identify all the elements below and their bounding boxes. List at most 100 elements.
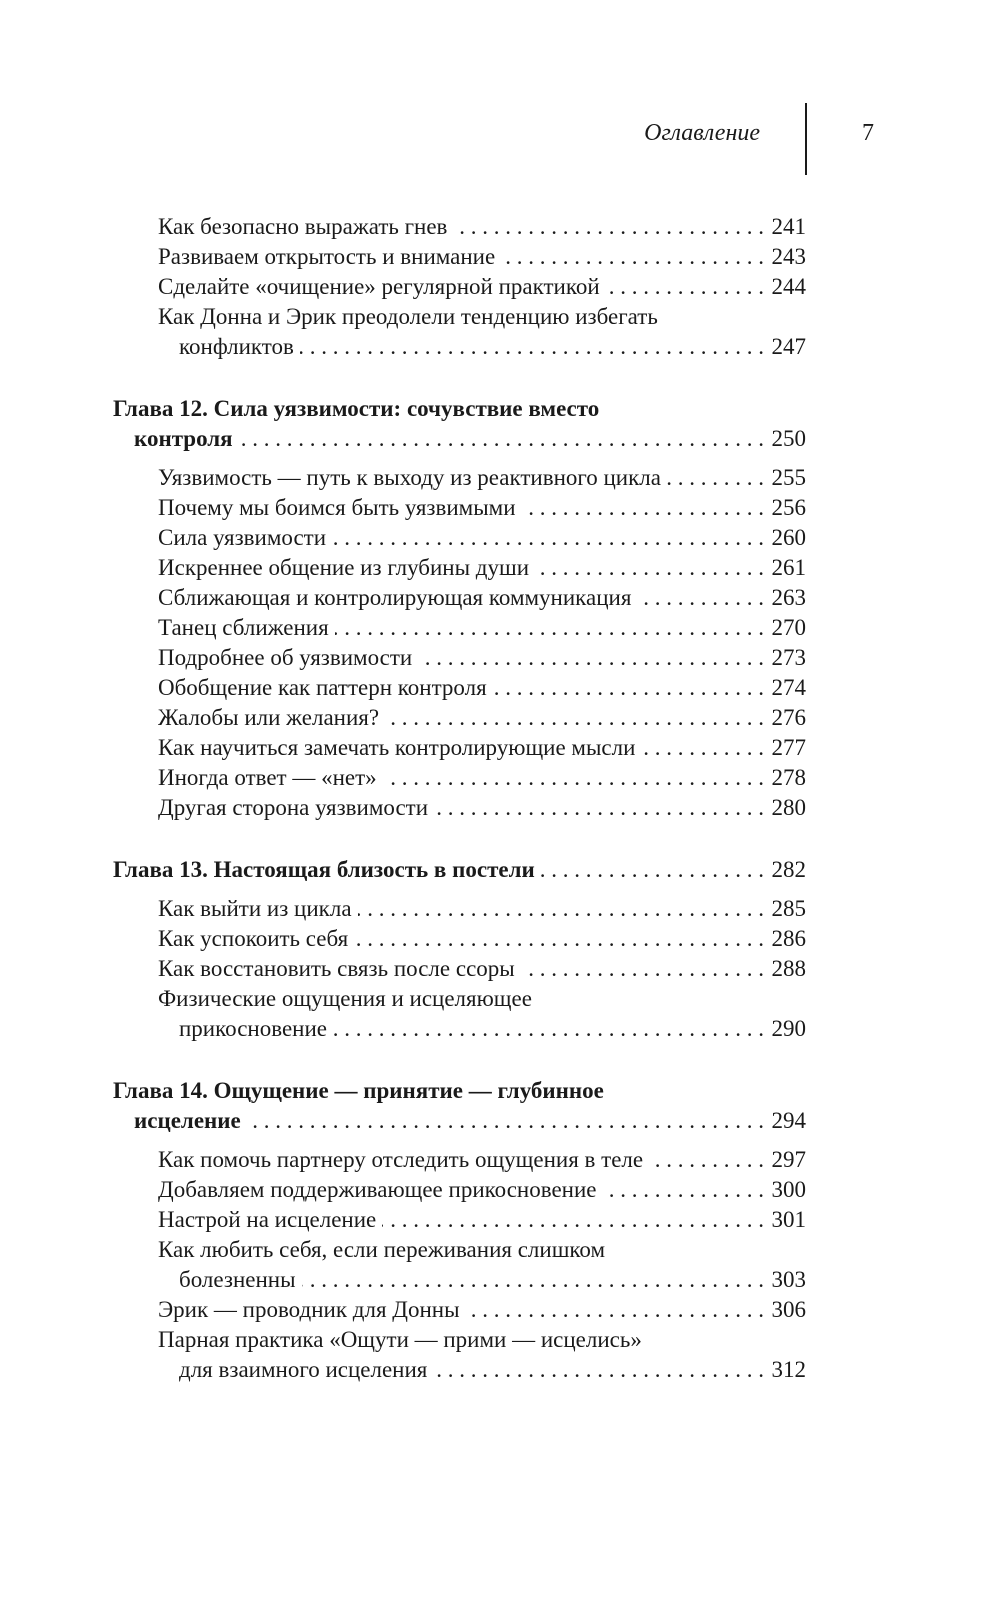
toc-entry: Сделайте «очищение» регулярной практикой… xyxy=(113,272,806,302)
toc-entry: Почему мы боимся быть уязвимыми 256 xyxy=(113,493,806,523)
toc-entry: Эрик — проводник для Донны 306 xyxy=(113,1295,806,1325)
toc-entry-text: Развиваем открытость и внимание xyxy=(158,244,496,269)
toc-entry-text: Сила уязвимости xyxy=(158,525,327,550)
page-ref: 256 xyxy=(771,495,807,520)
dot-leader xyxy=(453,212,764,242)
toc-entry: Сила уязвимости 260 xyxy=(113,523,806,553)
page-ref: 247 xyxy=(771,334,807,359)
toc-line: конфликтов 247 xyxy=(158,332,806,362)
chapter-heading-text: исцеление xyxy=(134,1108,241,1133)
toc-entry: Уязвимость — путь к выходу из реактивног… xyxy=(113,463,806,493)
toc-entry: Как восстановить связь после ссоры 288 xyxy=(113,954,806,984)
toc-entry: Добавляем поддерживающее прикосновение 30… xyxy=(113,1175,806,1205)
page-ref: 290 xyxy=(771,1016,807,1041)
dot-leader xyxy=(332,523,764,553)
toc-line: Почему мы боимся быть уязвимыми 256 xyxy=(158,493,806,523)
toc-entry-text: Обобщение как паттерн контроля xyxy=(158,675,487,700)
toc-entry-text: Искреннее общение из глубины души xyxy=(158,555,530,580)
dot-leader xyxy=(302,1265,764,1295)
dot-leader xyxy=(335,613,764,643)
dot-leader xyxy=(354,924,764,954)
toc-entry: Как Донна и Эрик преодолели тенденцию из… xyxy=(113,302,806,362)
toc-entry-text: болезненны xyxy=(179,1267,296,1292)
toc-entry-text: конфликтов xyxy=(179,334,294,359)
toc-entry-text: Как помочь партнеру отследить ощущения в… xyxy=(158,1147,644,1172)
toc-section: Глава 12. Сила уязвимости: сочувствие вм… xyxy=(113,394,806,823)
toc-line: Сделайте «очищение» регулярной практикой… xyxy=(158,272,806,302)
page-ref: 277 xyxy=(771,735,807,760)
page-ref: 244 xyxy=(771,274,807,299)
toc-entry-text: Подробнее об уязвимости xyxy=(158,645,413,670)
toc-entry: Сближающая и контролирующая коммуникация… xyxy=(113,583,806,613)
toc-line: для взаимного исцеления 312 xyxy=(158,1355,806,1385)
toc-line: Сила уязвимости 260 xyxy=(158,523,806,553)
toc-entry-text: Сближающая и контролирующая коммуникация xyxy=(158,585,632,610)
toc-line: Иногда ответ — «нет» 278 xyxy=(158,763,806,793)
chapter-heading-text: Глава 12. Сила уязвимости: сочувствие вм… xyxy=(113,396,600,421)
toc-entry: Как безопасно выражать гнев 241 xyxy=(113,212,806,242)
page-ref: 274 xyxy=(771,675,807,700)
dot-leader xyxy=(434,793,764,823)
toc-line: Как восстановить связь после ссоры 288 xyxy=(158,954,806,984)
toc-entry: Подробнее об уязвимости 273 xyxy=(113,643,806,673)
toc-entry-text: Почему мы боимся быть уязвимыми xyxy=(158,495,516,520)
dot-leader xyxy=(637,583,764,613)
page-ref: 261 xyxy=(771,555,807,580)
toc-line: Как выйти из цикла 285 xyxy=(158,894,806,924)
toc-entry-text: Парная практика «Ощути — прими — исцелис… xyxy=(158,1327,642,1352)
toc-entry-text: Сделайте «очищение» регулярной практикой xyxy=(158,274,600,299)
toc-line: Парная практика «Ощути — прими — исцелис… xyxy=(158,1325,806,1355)
page-ref: 280 xyxy=(771,795,807,820)
toc-line: Уязвимость — путь к выходу из реактивног… xyxy=(158,463,806,493)
toc-entry: Физические ощущения и исцеляющее прикосно… xyxy=(113,984,806,1044)
dot-leader xyxy=(333,1014,764,1044)
toc-line: Сближающая и контролирующая коммуникация… xyxy=(158,583,806,613)
dot-leader xyxy=(521,954,764,984)
page-ref: 286 xyxy=(771,926,807,951)
page-ref: 300 xyxy=(771,1177,807,1202)
toc-entry-text: Как выйти из цикла xyxy=(158,896,352,921)
toc-line: Эрик — проводник для Донны 306 xyxy=(158,1295,806,1325)
toc-section: Глава 14. Ощущение — принятие — глубинно… xyxy=(113,1076,806,1385)
toc-line: Настрой на исцеление 301 xyxy=(158,1205,806,1235)
toc-section: Как безопасно выражать гнев 241 Развиваем … xyxy=(113,212,806,362)
toc-entry-text: прикосновение xyxy=(179,1016,327,1041)
toc-entry: Как выйти из цикла 285 xyxy=(113,894,806,924)
page-ref: 260 xyxy=(771,525,807,550)
toc-line: Обобщение как паттерн контроля 274 xyxy=(158,673,806,703)
toc-line: Танец сближения 270 xyxy=(158,613,806,643)
toc-entry-text: Другая сторона уязвимости xyxy=(158,795,429,820)
dot-leader xyxy=(535,553,764,583)
toc-line: контроля 250 xyxy=(113,424,806,454)
toc-section: Глава 13. Настоящая близость в постели 28… xyxy=(113,855,806,1044)
toc-line: Как Донна и Эрик преодолели тенденцию из… xyxy=(158,302,806,332)
toc-entry-text: Танец сближения xyxy=(158,615,329,640)
chapter-heading-text: контроля xyxy=(134,426,233,451)
toc-entry-text: Как успокоить себя xyxy=(158,926,349,951)
dot-leader xyxy=(433,1355,764,1385)
toc-entry-text: Как любить себя, если переживания слишко… xyxy=(158,1237,606,1262)
toc-line: Как научиться замечать контролирующие мы… xyxy=(158,733,806,763)
page-ref: 306 xyxy=(771,1297,807,1322)
toc-entry: Жалобы или желания? 276 xyxy=(113,703,806,733)
dot-leader xyxy=(247,1106,764,1136)
dot-leader xyxy=(522,493,764,523)
toc-entry-text: Уязвимость — путь к выходу из реактивног… xyxy=(158,465,661,490)
page-ref: 312 xyxy=(771,1357,807,1382)
page-ref: 270 xyxy=(771,615,807,640)
toc-line: Глава 12. Сила уязвимости: сочувствие вм… xyxy=(113,394,806,424)
toc-line: прикосновение 290 xyxy=(158,1014,806,1044)
toc-entry: Парная практика «Ощути — прими — исцелис… xyxy=(113,1325,806,1385)
toc-line: Глава 13. Настоящая близость в постели 28… xyxy=(113,855,806,885)
page-ref: 288 xyxy=(771,956,807,981)
dot-leader xyxy=(385,703,764,733)
page-ref: 263 xyxy=(771,585,807,610)
dot-leader xyxy=(300,332,764,362)
dot-leader xyxy=(239,424,764,454)
toc-line: Добавляем поддерживающее прикосновение 30… xyxy=(158,1175,806,1205)
page-ref: 297 xyxy=(771,1147,807,1172)
toc-entry-text: Настрой на исцеление xyxy=(158,1207,377,1232)
page-ref: 273 xyxy=(771,645,807,670)
page-ref: 255 xyxy=(771,465,807,490)
toc-line: Подробнее об уязвимости 273 xyxy=(158,643,806,673)
